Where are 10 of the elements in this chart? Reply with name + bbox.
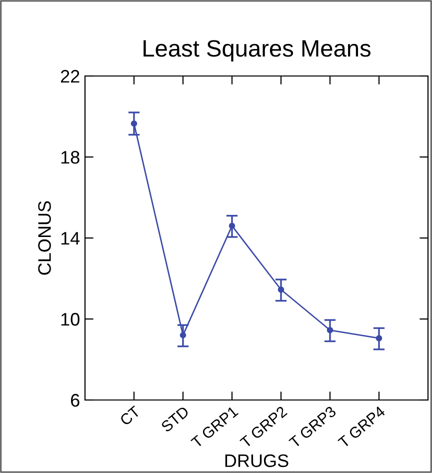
y-tick-label: 18 <box>61 150 80 164</box>
y-tick-label: 14 <box>61 232 80 245</box>
x-axis-title: DRUGS <box>225 454 288 468</box>
y-tick-label: 10 <box>61 312 80 326</box>
x-tick-label: STD <box>160 406 190 433</box>
y-axis-title: CLONUS <box>38 201 51 275</box>
chart-title: Least Squares Means <box>144 40 370 62</box>
y-tick-label: 6 <box>71 394 80 407</box>
x-tick-label: CT <box>119 405 141 426</box>
y-tick-label: 22 <box>60 70 80 83</box>
